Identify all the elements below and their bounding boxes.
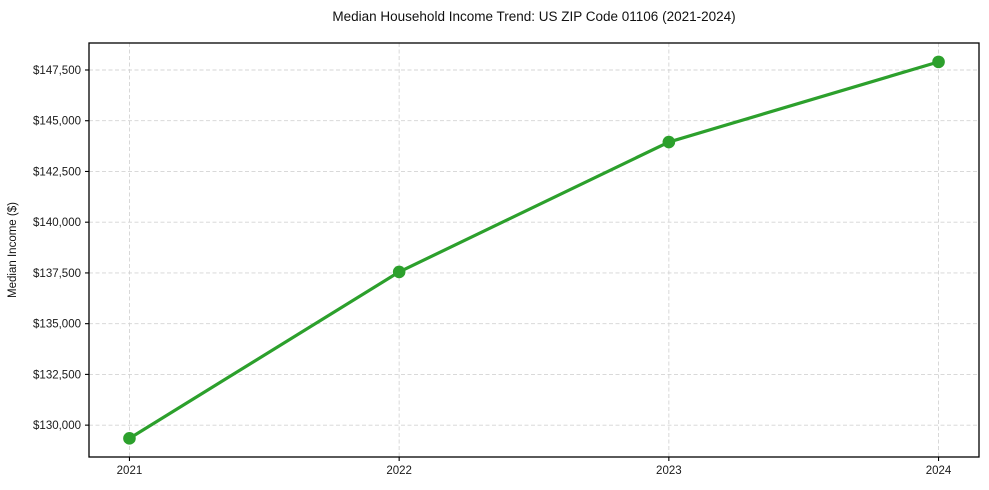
x-tick-label: 2022: [386, 465, 412, 477]
data-point: [123, 432, 136, 445]
data-point: [662, 135, 676, 149]
plot-area: $130,000 $132,500 $135,000 $137,500 $140,000…: [33, 42, 980, 477]
y-tick-label: $137,500: [33, 268, 81, 280]
data-point: [932, 55, 945, 69]
data-point: [392, 265, 406, 279]
y-tick-label: $145,000: [33, 116, 81, 128]
y-tick-label: $140,000: [33, 217, 81, 229]
y-tick-label: $130,000: [33, 420, 81, 432]
trend-line: [127, 60, 941, 440]
x-tick-label: 2023: [656, 465, 682, 477]
y-tick-label: $132,500: [33, 369, 81, 381]
chart-title: Median Household Income Trend: US ZIP Co…: [332, 9, 735, 24]
y-tick-label: $135,000: [33, 319, 81, 331]
x-tick-label: 2024: [926, 465, 952, 477]
y-tick-label: $142,500: [33, 166, 81, 178]
plot-border: [88, 42, 980, 458]
x-tick-label: 2021: [117, 465, 143, 477]
y-axis-label: Median Income ($): [7, 202, 19, 298]
y-tick-label: $147,500: [33, 65, 81, 77]
